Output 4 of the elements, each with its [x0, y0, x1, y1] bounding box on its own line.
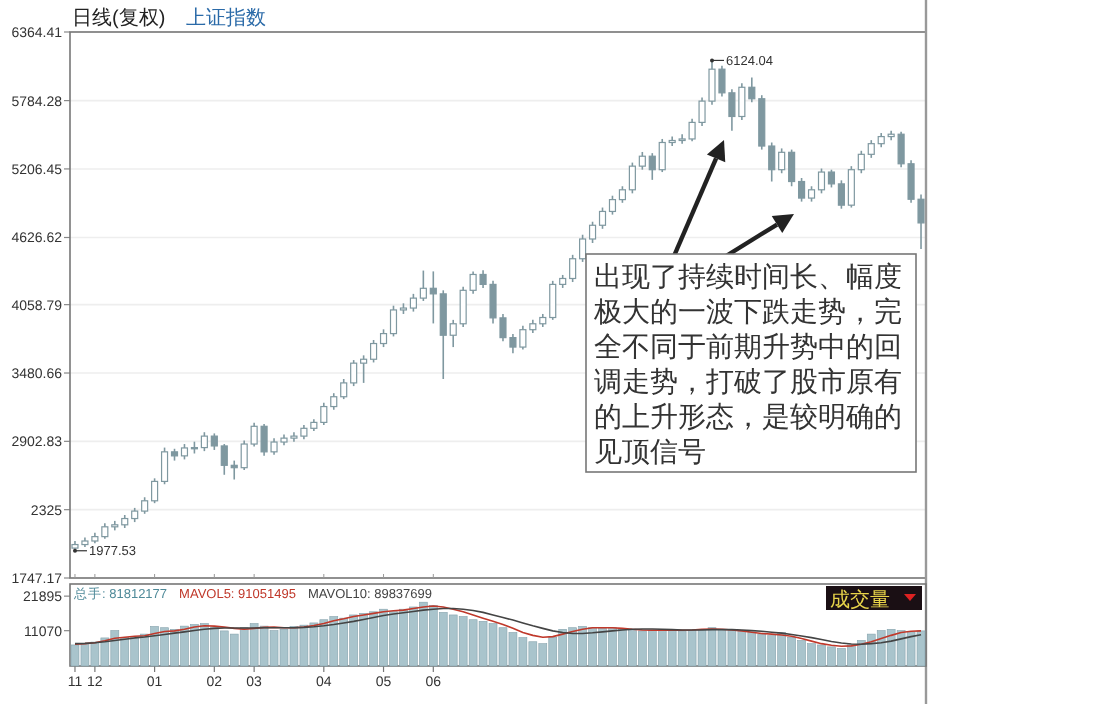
annotation: 出现了持续时间长、幅度极大的一波下跌走势，完全不同于前期升势中的回调走势，打破了股市原有的上升形态，是较明确的见顶信号 — [592, 262, 902, 469]
annotation: 成交量 — [830, 588, 890, 612]
text: 日线(复权) — [72, 6, 166, 30]
text: 上证指数 — [186, 6, 266, 30]
